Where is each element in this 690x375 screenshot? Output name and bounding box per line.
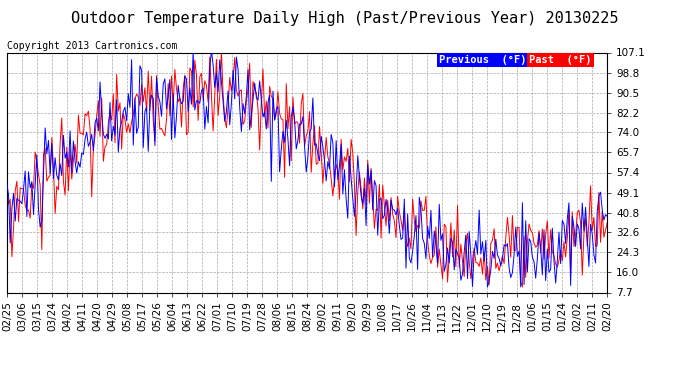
- Text: Previous  (°F): Previous (°F): [439, 55, 526, 65]
- Text: Copyright 2013 Cartronics.com: Copyright 2013 Cartronics.com: [7, 41, 177, 51]
- Text: Past  (°F): Past (°F): [529, 55, 591, 65]
- Text: Outdoor Temperature Daily High (Past/Previous Year) 20130225: Outdoor Temperature Daily High (Past/Pre…: [71, 11, 619, 26]
